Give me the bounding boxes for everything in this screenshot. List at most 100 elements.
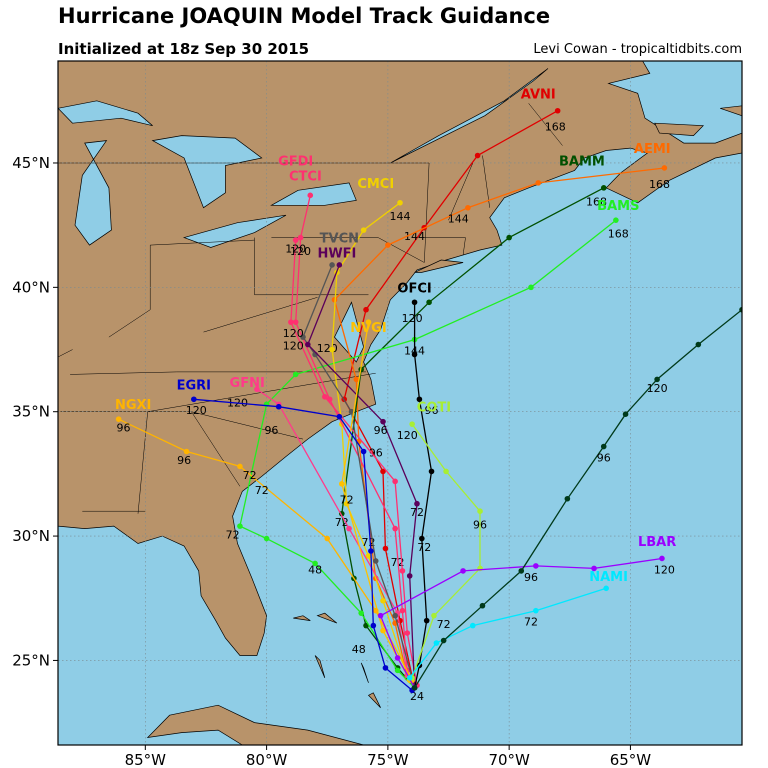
forecast-hour-label: 72 [524,616,538,629]
x-tick-label: 80°W [246,751,288,768]
track-point [404,630,411,636]
track-point [380,597,386,604]
track-lbar: 96 120 [377,555,675,691]
state-border-14 [150,239,255,246]
track-point [406,675,413,681]
forecast-hour-label: 120 [283,340,304,353]
track-point [506,234,512,241]
state-border-17 [482,155,490,208]
track-point [263,535,270,542]
track-point [411,351,418,358]
model-label-egri: EGRI [177,378,211,393]
state-border-22 [58,349,73,358]
track-point [324,535,331,542]
landmass-8 [367,692,381,708]
forecast-hour-label: 144 [404,230,425,243]
model-label-nami: NAMI [589,570,628,585]
land-layer [58,61,742,745]
model-label-gfni: GFNI [230,376,265,391]
track-line [193,398,413,691]
state-border-19 [462,237,466,256]
track-line [331,202,416,689]
model-label-bamm: BAMM [559,154,605,169]
track-point [533,563,539,569]
model-label-aemi: AEMI [634,142,671,157]
track-point [406,573,413,579]
track-tvcn: 120 [283,262,418,691]
track-point [528,284,534,291]
track-point [365,553,372,559]
state-border-2 [137,411,148,514]
model-label-ofci: OFCI [397,281,431,296]
model-label-hwfi: HWFI [317,246,356,261]
track-point [426,299,432,306]
track-point [382,665,389,671]
track-point [600,443,607,450]
y-tick-label: 45°N [12,154,50,172]
landmass-3 [720,105,742,117]
track-point [297,234,304,241]
track-point [399,607,406,614]
track-point [237,463,243,470]
forecast-hour-label: 168 [608,228,629,241]
track-point [288,319,294,325]
model-label-nvgi: NVGI [350,321,386,336]
model-label-coti: COTI [417,401,451,416]
forecast-hour-label: 72 [255,484,269,497]
track-point [237,523,243,529]
state-border-8 [203,297,318,333]
track-point [360,448,367,455]
track-point [394,667,401,674]
track-point [292,237,299,243]
track-point [372,607,379,614]
track-point [307,192,314,199]
forecast-hour-label: 168 [649,178,670,191]
axis-layer: 85°W 80°W 75°W 70°W 65°W 25°N 30°N 35°N 40°N 45°N [12,154,651,768]
track-point [115,416,122,422]
y-tick-label: 35°N [12,403,50,421]
model-label-lbar: LBAR [638,535,676,550]
track-point [338,481,345,487]
track-point [353,376,360,383]
chart-subtitle: Initialized at 18z Sep 30 2015 [58,40,310,58]
lake-2 [151,135,263,209]
track-point [380,468,386,475]
track-point [739,306,742,313]
track-point [416,396,423,403]
model-label-ngxi: NGXI [115,398,151,413]
track-point [479,602,486,609]
track-point [363,306,369,313]
track-point [382,545,389,552]
forecast-hour-label: 96 [116,422,130,435]
track-point [443,468,449,475]
track-point [622,411,629,417]
forecast-hour-label: 72 [437,618,451,631]
track-point [535,180,542,186]
track-point [477,508,483,514]
track-point [392,612,398,619]
forecast-hour-label: 96 [374,424,388,437]
forecast-hour-label: 72 [340,494,354,507]
landmass-9 [360,662,369,683]
forecast-hour-label: 72 [410,506,424,519]
track-point [554,107,561,114]
track-ngxi: 72 72 96 96 [115,416,415,684]
track-hwfi: 72 96 [305,262,424,691]
forecast-hour-label: 96 [177,454,191,467]
forecast-hour-label: 120 [402,312,423,325]
track-point [377,612,384,619]
track-point [370,622,377,629]
forecast-hour-label: 144 [448,213,469,226]
track-point [292,371,299,378]
track-point [191,396,197,403]
track-point [372,558,379,564]
state-border-16 [448,162,474,221]
credit-text: Levi Cowan - tropicaltidbits.com [533,42,742,57]
track-point [380,418,386,425]
state-border-4 [191,411,241,487]
track-point [613,217,619,223]
track-point [254,386,260,393]
track-point [591,565,597,572]
forecast-hour-label: 96 [369,446,383,459]
